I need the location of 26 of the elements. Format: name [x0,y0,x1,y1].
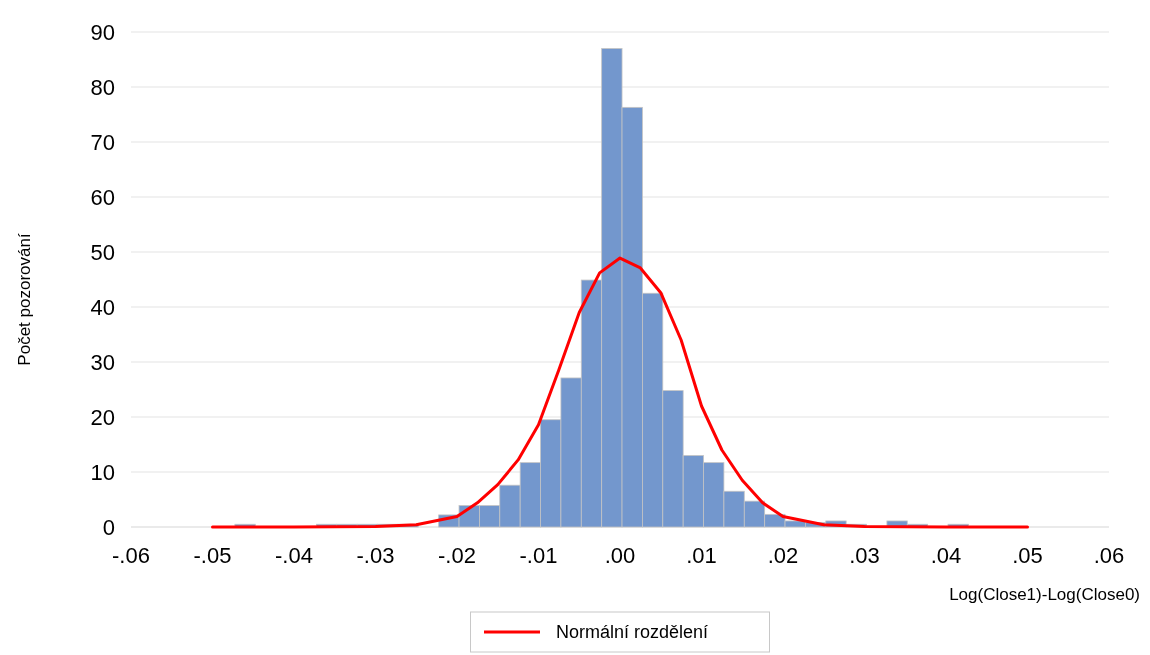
x-tick-label: .06 [1093,543,1125,568]
x-tick-label: .01 [686,543,717,568]
y-tick-label: 50 [90,239,115,265]
x-tick-label: -.04 [275,543,313,568]
y-tick-label: 30 [90,349,115,375]
y-tick-label: 90 [90,19,115,45]
y-tick-label: 80 [90,74,115,100]
y-tick-label: 40 [90,294,115,320]
legend-label: Normální rozdělení [556,622,709,643]
y-tick-label: 10 [90,459,115,485]
y-tick-label: 20 [90,404,115,430]
x-tick-label: -.02 [438,543,476,568]
x-tick-label: .05 [1012,543,1043,568]
y-tick-label: 0 [102,514,115,540]
x-tick-label: .02 [767,543,799,568]
x-tick-label: .04 [930,543,962,568]
x-tick-label: .00 [604,543,636,568]
y-tick-label: 60 [90,184,115,210]
y-axis-title: Počet pozorování [15,233,34,366]
x-tick-label: -.03 [356,543,395,568]
x-tick-label: -.01 [519,543,558,568]
x-tick-label: -.06 [112,543,150,568]
x-axis-title: Log(Close1)-Log(Close0) [949,585,1140,604]
y-tick-label: 70 [90,129,115,155]
x-tick-label: .03 [849,543,880,568]
x-tick-label: -.05 [193,543,232,568]
